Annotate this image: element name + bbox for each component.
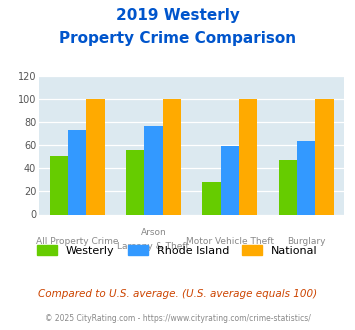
Text: Larceny & Theft: Larceny & Theft (118, 242, 190, 251)
Text: Arson: Arson (141, 228, 166, 237)
Text: © 2025 CityRating.com - https://www.cityrating.com/crime-statistics/: © 2025 CityRating.com - https://www.city… (45, 314, 310, 323)
Bar (86, 99, 105, 214)
Bar (68, 130, 86, 214)
Bar (126, 150, 144, 214)
Bar (163, 99, 181, 214)
Text: Compared to U.S. average. (U.S. average equals 100): Compared to U.S. average. (U.S. average … (38, 289, 317, 299)
Text: Burglary: Burglary (287, 237, 326, 246)
Bar (144, 125, 163, 214)
Text: All Property Crime: All Property Crime (36, 237, 119, 246)
Bar (239, 99, 257, 214)
Bar (221, 147, 239, 214)
Bar (50, 156, 68, 214)
Bar (315, 99, 334, 214)
Bar (297, 141, 315, 214)
Text: 2019 Westerly: 2019 Westerly (116, 8, 239, 23)
Bar (279, 160, 297, 214)
Text: Motor Vehicle Theft: Motor Vehicle Theft (186, 237, 274, 246)
Legend: Westerly, Rhode Island, National: Westerly, Rhode Island, National (33, 241, 322, 260)
Text: Property Crime Comparison: Property Crime Comparison (59, 31, 296, 46)
Bar (202, 182, 221, 214)
